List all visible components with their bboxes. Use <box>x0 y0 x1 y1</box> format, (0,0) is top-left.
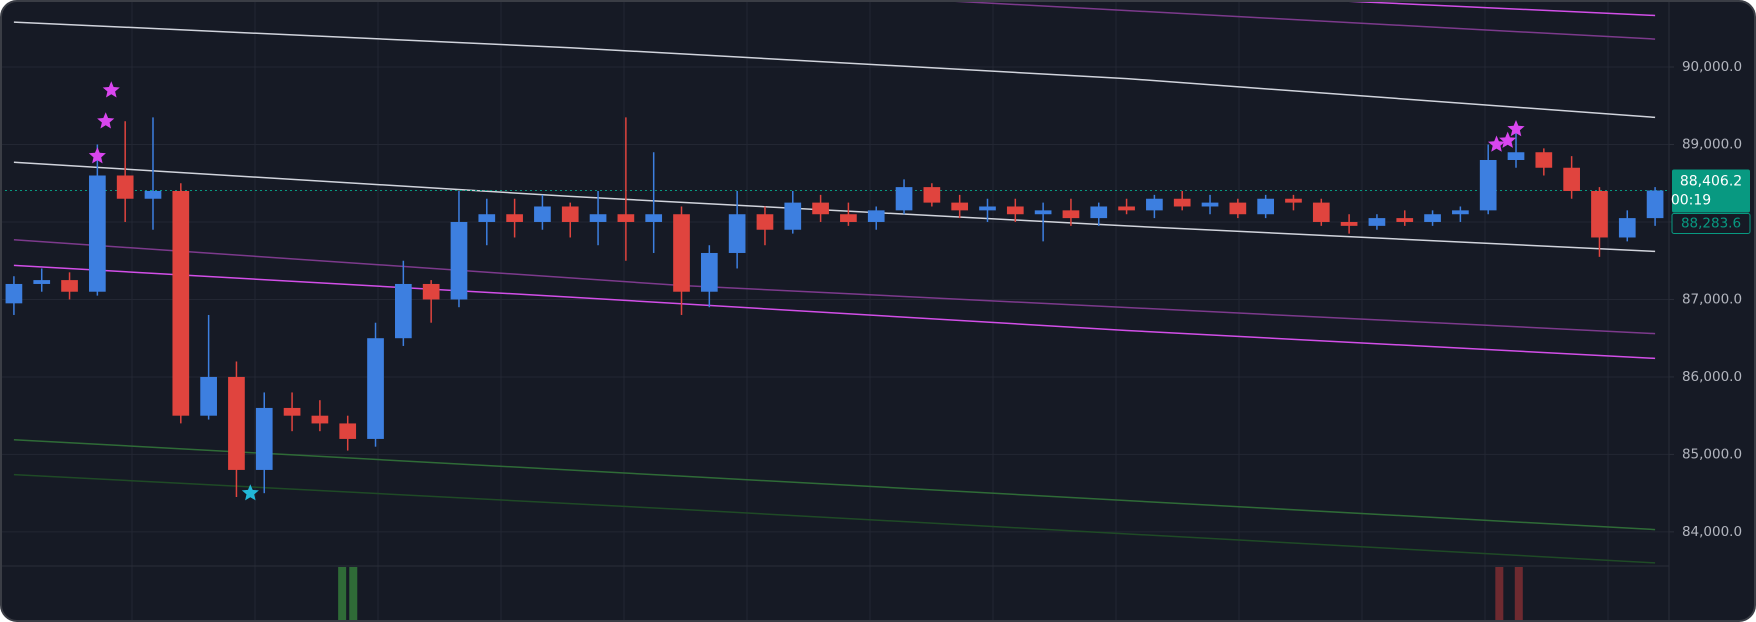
candle-body <box>1340 221 1358 226</box>
candle-body <box>144 190 162 199</box>
second-price-tag <box>1671 213 1751 235</box>
signal-star <box>1507 120 1525 137</box>
candle-body <box>951 202 969 211</box>
candle-body <box>1062 210 1080 219</box>
y-tick-label: 85,000.0 <box>1682 446 1742 462</box>
candle-body <box>200 376 217 416</box>
candle-body <box>61 280 78 292</box>
candle-body <box>534 206 551 222</box>
candle-body <box>1368 218 1386 226</box>
candle-body <box>228 376 245 470</box>
candle-body <box>617 214 635 222</box>
candle-body <box>1396 218 1414 222</box>
candle-body <box>339 423 357 439</box>
candle-body <box>33 280 51 284</box>
signal-bar <box>1495 567 1504 621</box>
signal-star <box>241 484 259 501</box>
candle-body <box>979 206 996 211</box>
y-tick-label: 86,000.0 <box>1682 369 1742 385</box>
last-price-tag <box>1672 169 1750 213</box>
candle-body <box>311 415 329 424</box>
signal-star <box>1488 135 1506 152</box>
candle-body <box>1146 198 1163 211</box>
candle-body <box>589 214 607 222</box>
candle-body <box>728 214 746 253</box>
candle-body <box>478 214 496 222</box>
candle-body <box>1285 198 1302 203</box>
indicator-line <box>931 1 1656 40</box>
price-axis: 84,000.085,000.086,000.087,000.088,000.0… <box>1669 59 1751 540</box>
signal-bar <box>1514 567 1523 621</box>
y-tick-label: 90,000.0 <box>1682 59 1742 75</box>
candle-body <box>116 175 134 199</box>
candle-body <box>450 221 468 300</box>
y-tick-label: 87,000.0 <box>1682 291 1742 307</box>
candle-body <box>923 187 941 203</box>
signal-star <box>97 112 115 129</box>
candle-body <box>172 190 190 416</box>
indicator-line <box>1321 1 1656 17</box>
candle-body <box>756 214 774 230</box>
candle-body <box>89 175 106 292</box>
candle-body <box>1257 198 1275 215</box>
candle-body <box>367 338 384 439</box>
indicator-line <box>13 21 1656 119</box>
y-tick-label: 84,000.0 <box>1682 524 1742 540</box>
candle-body <box>561 206 579 222</box>
candle-body <box>1591 190 1608 238</box>
candle-body <box>1507 152 1525 160</box>
candle-body <box>1312 202 1330 222</box>
candle-body <box>1006 206 1024 215</box>
candle-body <box>784 202 802 230</box>
candle-body <box>1452 210 1469 215</box>
candle-body <box>1090 206 1108 219</box>
candle-body <box>700 252 718 292</box>
candle-body <box>5 283 23 304</box>
candle-body <box>1034 210 1052 215</box>
candle-body <box>1535 152 1553 168</box>
candle-body <box>422 283 440 300</box>
candle-body <box>1563 167 1580 191</box>
candle-body <box>840 214 857 222</box>
candle-body <box>1618 218 1636 238</box>
price-grid <box>1 66 1669 533</box>
candle-body <box>867 210 885 222</box>
candle-body <box>673 214 690 292</box>
signal-panel <box>338 567 1523 621</box>
second-price-label: 88,283.6 <box>1681 216 1741 232</box>
indicator-line <box>13 264 1656 360</box>
candle-body <box>895 187 913 211</box>
plot <box>1 1 1669 564</box>
time-grid <box>131 1 1609 621</box>
candle-body <box>1229 202 1247 215</box>
candle-body <box>1646 190 1664 219</box>
candle-body <box>394 283 412 339</box>
last-price-label: 88,406.2 <box>1680 174 1742 190</box>
signal-star <box>1499 131 1517 148</box>
candle-body <box>1118 206 1135 211</box>
signal-star <box>102 81 120 98</box>
y-tick-label: 89,000.0 <box>1682 137 1742 153</box>
candle-body <box>283 407 301 416</box>
candle-body <box>812 202 829 215</box>
countdown-label: 00:19 <box>1671 193 1711 209</box>
candle-body <box>1201 202 1219 207</box>
candle-body <box>645 214 663 222</box>
candle-body <box>255 407 273 470</box>
candle-body <box>1173 198 1191 207</box>
candle-body <box>1479 159 1497 211</box>
candle-body <box>506 214 523 222</box>
candle-body <box>1424 214 1441 222</box>
signal-bar <box>338 567 347 621</box>
signal-bar <box>349 567 358 621</box>
signal-star <box>88 147 106 164</box>
